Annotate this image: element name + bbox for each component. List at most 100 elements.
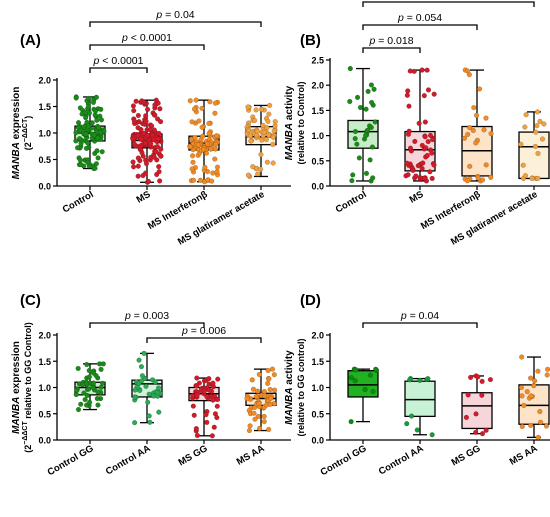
- significance-bracket: [362, 24, 478, 30]
- data-point: [368, 124, 374, 131]
- data-point: [367, 372, 374, 378]
- data-point: [94, 148, 100, 154]
- y-label-rest: expression: [11, 341, 22, 397]
- p-value-text: = 0.04: [407, 310, 440, 322]
- y-tick-label: 1.0: [38, 129, 51, 139]
- data-point: [200, 147, 207, 153]
- data-point: [535, 175, 541, 182]
- data-point: [429, 432, 435, 438]
- data-point: [424, 152, 430, 159]
- data-point: [204, 141, 211, 147]
- data-point: [265, 118, 271, 125]
- x-tick-label: MS: [408, 189, 426, 206]
- data-point: [430, 136, 436, 143]
- box: [461, 392, 493, 430]
- p-value-label: p = 0.018: [368, 35, 413, 47]
- data-point: [427, 169, 433, 175]
- significance-bracket: [146, 337, 262, 343]
- data-point: [467, 163, 473, 169]
- data-point: [157, 178, 163, 184]
- data-point: [531, 383, 537, 389]
- data-point: [369, 99, 375, 106]
- data-point: [212, 110, 218, 116]
- data-point: [154, 143, 160, 150]
- x-tick-label: Control AA: [377, 443, 426, 477]
- panel-c: (C)MANBA expression(2−ΔΔCT relative to G…: [11, 292, 291, 478]
- data-point: [157, 106, 163, 112]
- y-label-gene: MANBA: [11, 142, 22, 179]
- data-point: [519, 423, 525, 430]
- data-point: [431, 91, 437, 97]
- data-point: [255, 171, 261, 177]
- data-point: [541, 121, 547, 127]
- data-point: [142, 140, 149, 146]
- data-point: [367, 157, 373, 163]
- x-tick-label: MS GG: [450, 443, 483, 468]
- data-point: [272, 119, 278, 125]
- data-point: [423, 145, 429, 151]
- significance-bracket: [89, 67, 148, 73]
- data-point: [143, 118, 149, 124]
- data-point: [429, 150, 435, 156]
- data-point: [86, 95, 92, 102]
- data-point: [138, 136, 144, 142]
- y-label-line2-text: (2: [23, 445, 33, 453]
- data-point: [98, 106, 104, 112]
- data-point: [145, 399, 151, 405]
- data-point: [535, 434, 541, 440]
- data-point: [354, 94, 361, 100]
- data-point: [410, 167, 416, 173]
- data-point: [207, 99, 213, 105]
- data-point: [191, 412, 197, 418]
- data-point: [86, 367, 92, 374]
- data-point: [266, 111, 272, 117]
- data-point: [156, 130, 162, 137]
- data-point: [405, 172, 411, 178]
- significance-bracket: [89, 21, 262, 27]
- data-point: [82, 109, 88, 116]
- data-point: [247, 133, 253, 139]
- data-point: [255, 413, 261, 420]
- data-point: [214, 414, 220, 421]
- data-point: [245, 172, 252, 178]
- p-symbol: p: [181, 325, 188, 337]
- y-label-close: relative to GG Control): [23, 322, 33, 421]
- data-point: [192, 135, 198, 141]
- data-point: [405, 88, 411, 94]
- data-point: [83, 145, 90, 151]
- data-point: [94, 117, 100, 123]
- data-point: [193, 426, 199, 432]
- data-point: [352, 128, 359, 135]
- y-tick-label: 2.0: [311, 81, 324, 91]
- data-point: [189, 166, 195, 172]
- data-point: [545, 366, 550, 372]
- y-axis-label: MANBA activity (relative to Control): [284, 81, 306, 164]
- data-point: [95, 155, 101, 161]
- data-point: [350, 172, 356, 178]
- data-point: [78, 127, 84, 134]
- data-point: [407, 145, 414, 151]
- data-point: [146, 413, 152, 419]
- data-point: [144, 132, 151, 139]
- y-label-gene: MANBA: [284, 388, 295, 425]
- y-tick-label: 0.0: [311, 182, 324, 192]
- data-point: [194, 432, 200, 439]
- data-point: [158, 153, 164, 159]
- data-point: [413, 173, 419, 179]
- data-point: [419, 165, 425, 172]
- data-point: [409, 413, 415, 419]
- data-point: [479, 378, 485, 385]
- x-tick-label: Control GG: [319, 443, 369, 478]
- data-point: [465, 392, 471, 398]
- data-point: [465, 131, 471, 137]
- data-point: [206, 120, 212, 127]
- data-point: [211, 424, 217, 430]
- data-point: [130, 136, 136, 142]
- data-point: [479, 392, 485, 398]
- p-value-label: p = 0.054: [397, 12, 442, 24]
- data-point: [253, 107, 259, 113]
- data-point: [144, 106, 151, 113]
- data-point: [92, 108, 99, 114]
- data-point: [95, 135, 101, 141]
- x-tick-label: Control GG: [46, 443, 96, 478]
